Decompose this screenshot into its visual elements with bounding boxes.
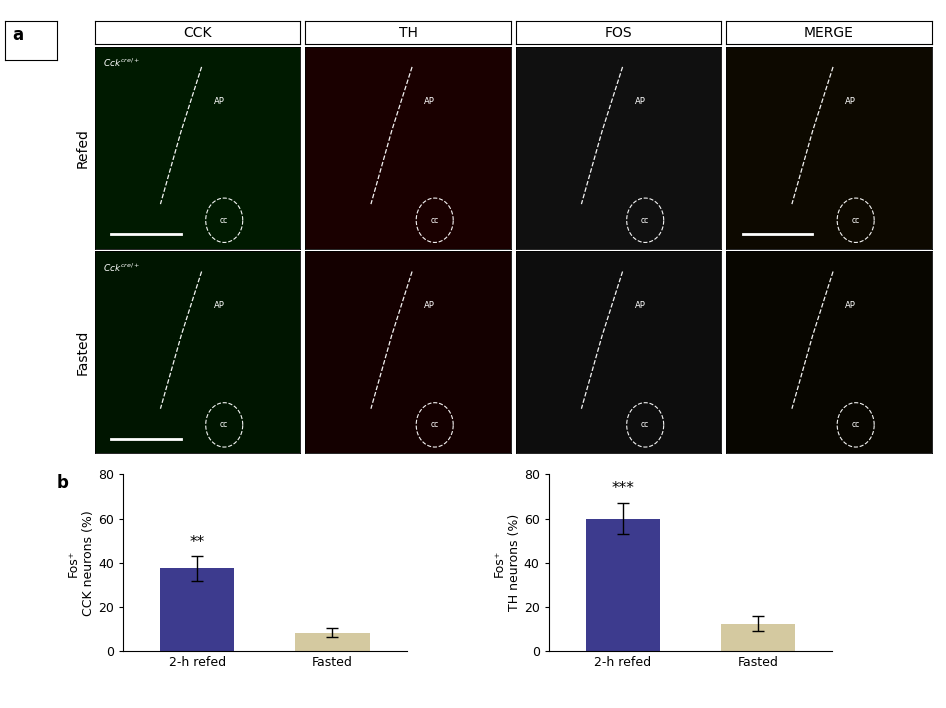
Y-axis label: Fos⁺
TH neurons (%): Fos⁺ TH neurons (%) [493,514,521,612]
Text: a: a [12,26,24,44]
Text: **: ** [190,535,205,549]
Text: $\it{Cck}^{cre/+}$: $\it{Cck}^{cre/+}$ [103,57,140,69]
Bar [586,518,660,651]
Text: ***: *** [611,481,635,496]
Text: TH: TH [398,25,417,40]
Text: AP: AP [635,302,646,310]
Y-axis label: Fos⁺
CCK neurons (%): Fos⁺ CCK neurons (%) [67,510,96,616]
Text: AP: AP [846,97,856,105]
Text: AP: AP [425,97,435,105]
Text: AP: AP [635,97,646,105]
Text: AP: AP [846,302,856,310]
Text: Refed: Refed [76,127,90,168]
Text: cc: cc [851,421,860,429]
Text: cc: cc [430,421,439,429]
Text: MERGE: MERGE [804,25,854,40]
Text: cc: cc [851,216,860,224]
Text: b: b [57,474,69,492]
Text: $\it{Cck}^{cre/+}$: $\it{Cck}^{cre/+}$ [103,261,140,274]
Text: cc: cc [220,216,228,224]
Text: cc: cc [220,421,228,429]
Text: cc: cc [641,216,649,224]
Text: cc: cc [641,421,649,429]
Bar [295,632,370,651]
Text: FOS: FOS [604,25,632,40]
Text: cc: cc [430,216,439,224]
Text: AP: AP [425,302,435,310]
Text: AP: AP [214,302,225,310]
Text: AP: AP [214,97,225,105]
Text: Fasted: Fasted [76,329,90,375]
Bar [160,569,235,651]
Bar [721,624,796,651]
Text: CCK: CCK [184,25,212,40]
